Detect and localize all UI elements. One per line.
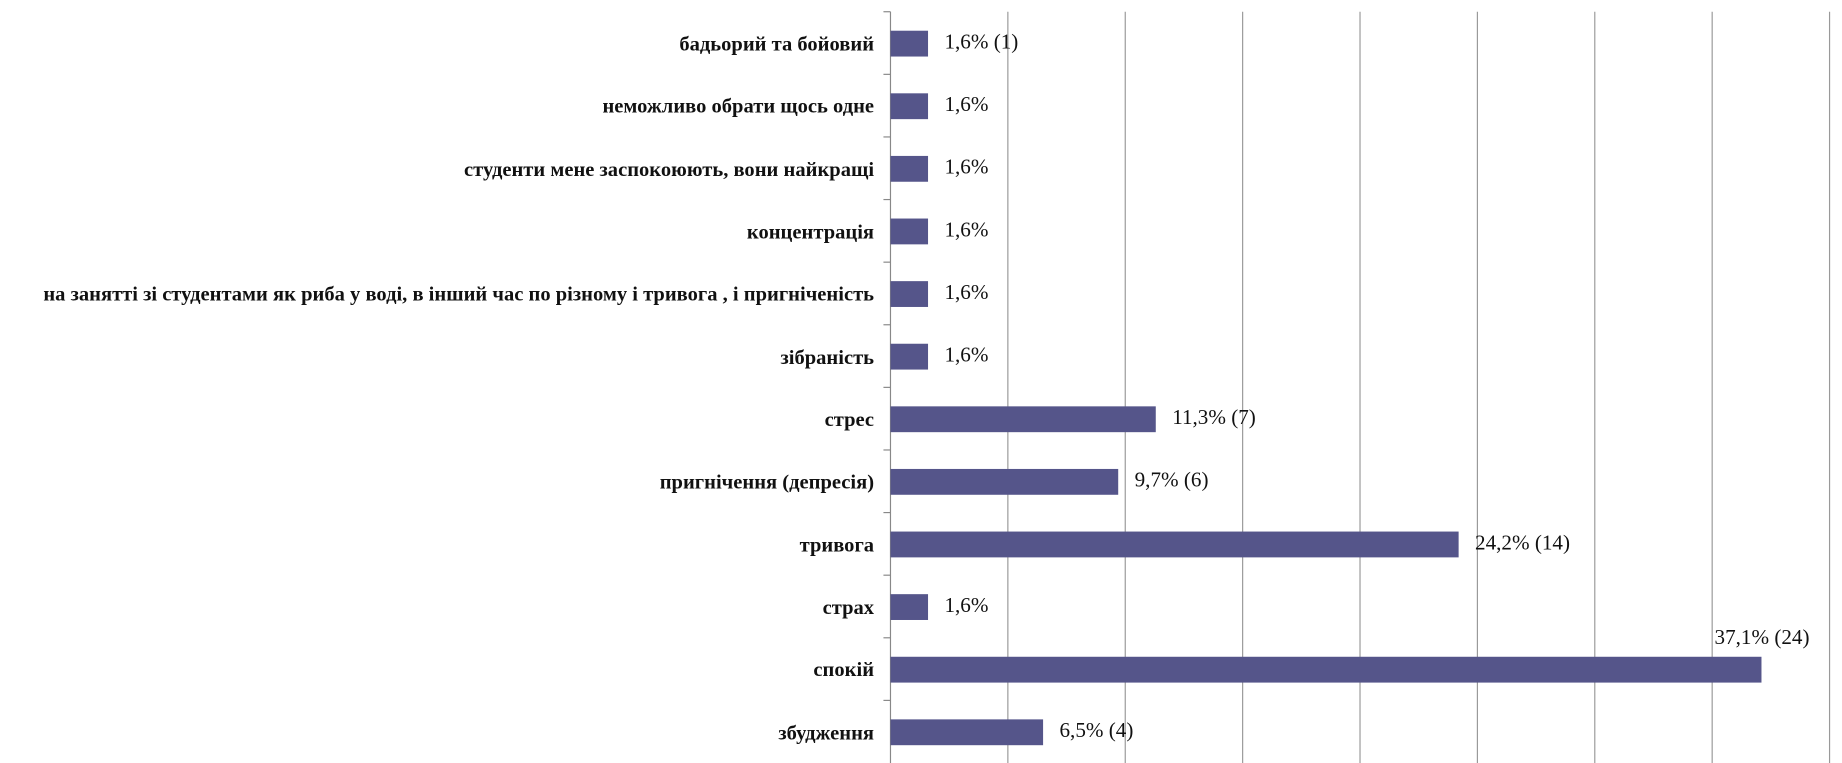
category-label-box: бадьорий та бойовий — [679, 31, 875, 56]
value-label: 37,1% (24) — [1715, 625, 1810, 649]
value-label: 11,3% (7) — [1172, 405, 1256, 429]
value-label: 1,6% (1) — [944, 29, 1018, 53]
category-label: на занятті зі студентами як риба у воді,… — [43, 282, 875, 306]
category-label-box: тривога — [799, 532, 875, 557]
value-label: 1,6% — [944, 593, 988, 617]
category-label-box: страх — [822, 595, 875, 619]
bar — [890, 93, 929, 120]
category-label: студенти мене заспокоюють, вони найкращі — [464, 157, 875, 181]
category-label: страх — [822, 595, 875, 619]
category-label-box: концентрація — [746, 219, 875, 244]
category-label: неможливо обрати щось одне — [602, 94, 875, 118]
category-label: спокій — [813, 657, 875, 682]
bar — [890, 531, 1459, 558]
category-label-box: студенти мене заспокоюють, вони найкращі — [464, 157, 875, 181]
bar — [890, 30, 929, 57]
bar — [890, 281, 929, 307]
value-label: 1,6% — [944, 342, 988, 366]
value-label: 6,5% (4) — [1060, 718, 1134, 742]
category-label: зібраність — [780, 344, 875, 369]
bar — [890, 719, 1044, 746]
value-label: 1,6% — [944, 92, 988, 116]
category-label: бадьорий та бойовий — [679, 31, 875, 56]
value-label: 1,6% — [944, 280, 988, 304]
value-label: 9,7% (6) — [1135, 468, 1209, 492]
category-label-box: збудження — [778, 720, 875, 744]
category-label-box: пригнічення (депресія) — [659, 470, 875, 494]
category-label-box: стрес — [824, 407, 875, 431]
bar — [890, 468, 1119, 495]
category-label-box: на занятті зі студентами як риба у воді,… — [43, 282, 875, 306]
category-label: тривога — [799, 532, 875, 557]
bar — [890, 594, 929, 620]
value-label: 1,6% — [944, 217, 988, 241]
category-label-box: зібраність — [780, 344, 875, 369]
bar — [890, 406, 1156, 433]
value-label: 1,6% — [944, 155, 988, 179]
category-label: концентрація — [746, 219, 875, 244]
category-label: стрес — [824, 407, 875, 431]
bar — [890, 656, 1762, 683]
bar — [890, 343, 929, 370]
bar — [890, 155, 929, 182]
category-label: збудження — [778, 720, 875, 744]
value-label: 24,2% (14) — [1475, 530, 1570, 554]
bar — [890, 218, 929, 245]
category-label-box: неможливо обрати щось одне — [602, 94, 875, 118]
category-label: пригнічення (депресія) — [659, 470, 875, 494]
category-label-box: спокій — [813, 657, 875, 682]
